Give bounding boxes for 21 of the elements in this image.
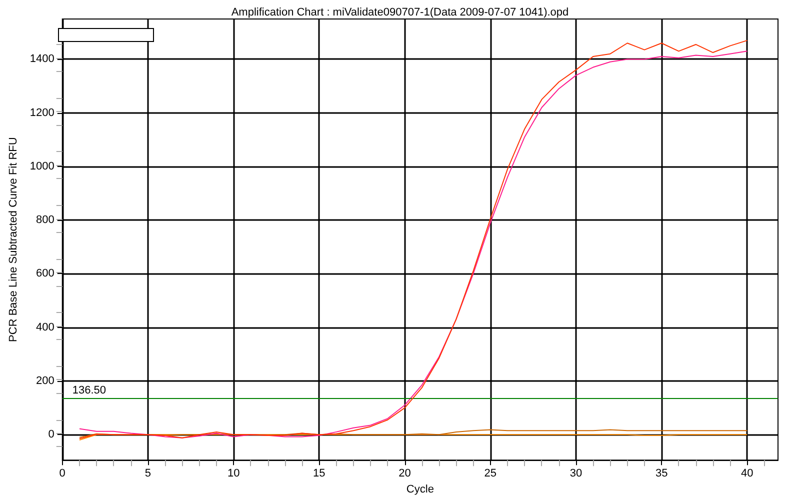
y-tick-label: 0 (48, 428, 54, 441)
y-tick-label: 800 (36, 214, 54, 226)
x-tick-label: 5 (144, 468, 152, 480)
y-tick-label: 1000 (30, 160, 54, 172)
x-tick-label: 25 (484, 468, 497, 480)
ref-line-label: 136.50 (72, 384, 106, 397)
x-tick-label: 20 (398, 468, 411, 480)
y-tick-label: 600 (36, 268, 54, 280)
y-tick-label: 1400 (30, 53, 54, 66)
y-axis-title: PCR Base Line Subtracted Curve Fit RFU (8, 137, 20, 342)
chart-title: Amplification Chart : miValidate090707-1(Data 2009-07-07 1041).opd (231, 6, 569, 18)
y-tick-label: 1200 (30, 106, 54, 119)
y-tick-label: 400 (36, 321, 54, 334)
x-axis-title: Cycle (406, 484, 434, 496)
x-tick-label: 10 (227, 468, 240, 480)
x-tick-label: 15 (313, 468, 326, 480)
x-tick-label: 40 (741, 468, 754, 480)
x-tick-label: 30 (570, 468, 582, 480)
x-tick-label: 0 (59, 468, 66, 480)
y-tick-label: 200 (36, 374, 54, 387)
x-tick-label: 35 (655, 468, 668, 480)
